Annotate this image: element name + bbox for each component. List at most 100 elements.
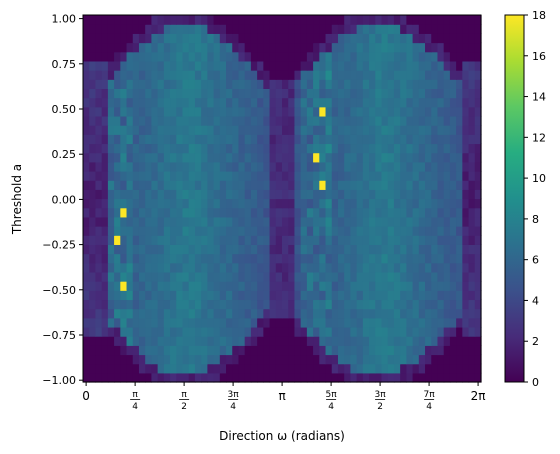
heatmap-cell bbox=[275, 189, 283, 200]
heatmap-cell bbox=[244, 262, 252, 273]
heatmap-cell bbox=[306, 354, 314, 365]
heatmap-cell bbox=[425, 271, 432, 282]
heatmap-cell bbox=[300, 336, 308, 346]
heatmap-cell bbox=[163, 42, 171, 53]
heatmap-cell bbox=[288, 326, 296, 337]
heatmap-cell bbox=[431, 97, 439, 108]
heatmap-cell bbox=[182, 33, 190, 44]
heatmap-cell bbox=[151, 180, 159, 190]
heatmap-cell bbox=[369, 51, 376, 62]
heatmap-cell bbox=[325, 372, 333, 383]
heatmap-cell bbox=[449, 326, 457, 337]
heatmap-cell bbox=[226, 33, 233, 44]
y-tick-label: 1.00 bbox=[52, 13, 77, 26]
heatmap-cell bbox=[263, 180, 271, 190]
heatmap-cell bbox=[126, 115, 134, 126]
heatmap-cell bbox=[425, 244, 432, 255]
heatmap-cell bbox=[101, 336, 109, 346]
heatmap-cell bbox=[356, 115, 364, 126]
heatmap-cell bbox=[474, 143, 482, 154]
heatmap-cell bbox=[294, 281, 302, 291]
heatmap-cell bbox=[406, 51, 414, 62]
heatmap-cell bbox=[182, 134, 190, 145]
heatmap-cell bbox=[232, 88, 240, 99]
heatmap-cell bbox=[269, 115, 277, 126]
heatmap-cell bbox=[257, 51, 264, 62]
heatmap-cell bbox=[107, 51, 115, 62]
heatmap-cell bbox=[120, 143, 128, 154]
heatmap-cell bbox=[462, 226, 470, 236]
heatmap-cell bbox=[151, 115, 159, 126]
heatmap-cell bbox=[300, 235, 308, 245]
y-tick-label: −0.50 bbox=[42, 284, 76, 297]
heatmap-cell bbox=[114, 198, 121, 209]
heatmap-cell bbox=[462, 42, 470, 53]
heatmap-cell bbox=[356, 326, 364, 337]
heatmap-cell bbox=[145, 226, 153, 236]
heatmap-cell bbox=[412, 290, 420, 301]
heatmap-cell bbox=[294, 143, 302, 154]
heatmap-cell bbox=[226, 308, 233, 319]
heatmap-cell bbox=[282, 354, 289, 365]
heatmap-cell bbox=[151, 363, 159, 374]
heatmap-cell bbox=[182, 299, 190, 310]
heatmap-cell bbox=[313, 372, 320, 383]
heatmap-cell bbox=[269, 363, 277, 374]
heatmap-cell bbox=[201, 97, 208, 108]
heatmap-cell bbox=[387, 134, 395, 145]
heatmap-cell bbox=[449, 24, 457, 34]
heatmap-cell bbox=[282, 170, 289, 181]
heatmap-cell bbox=[201, 24, 208, 34]
heatmap-cell bbox=[132, 79, 140, 89]
heatmap-cell bbox=[400, 281, 407, 291]
heatmap-cell bbox=[387, 170, 395, 181]
heatmap-cell bbox=[449, 372, 457, 383]
heatmap-cell bbox=[356, 180, 364, 190]
heatmap-cell bbox=[126, 79, 134, 89]
heatmap-cell bbox=[350, 180, 358, 190]
heatmap-cell bbox=[163, 134, 171, 145]
heatmap-cell bbox=[226, 326, 233, 337]
heatmap-cell bbox=[157, 97, 165, 108]
heatmap-cell bbox=[325, 125, 333, 135]
heatmap-cell bbox=[238, 33, 246, 44]
heatmap-cell bbox=[387, 372, 395, 383]
heatmap-cell bbox=[288, 60, 296, 71]
heatmap-cell bbox=[288, 336, 296, 346]
heatmap-cell bbox=[244, 170, 252, 181]
heatmap-cell bbox=[381, 88, 389, 99]
heatmap-cell bbox=[176, 262, 184, 273]
heatmap-cell bbox=[381, 189, 389, 200]
heatmap-cell bbox=[145, 281, 153, 291]
heatmap-cell bbox=[387, 42, 395, 53]
heatmap-cell bbox=[151, 60, 159, 71]
heatmap-cell bbox=[294, 125, 302, 135]
heatmap-cell bbox=[163, 281, 171, 291]
heatmap-cell bbox=[393, 226, 401, 236]
heatmap-cell bbox=[269, 51, 277, 62]
heatmap-cell bbox=[232, 79, 240, 89]
heatmap-cell bbox=[263, 244, 271, 255]
heatmap-cell bbox=[443, 363, 451, 374]
heatmap-cell bbox=[331, 262, 339, 273]
heatmap-cell bbox=[269, 189, 277, 200]
heatmap-cell bbox=[194, 97, 202, 108]
heatmap-cell bbox=[362, 235, 370, 245]
heatmap-cell bbox=[375, 33, 383, 44]
heatmap-cell bbox=[282, 226, 289, 236]
heatmap-cell bbox=[474, 281, 482, 291]
heatmap-cell bbox=[282, 372, 289, 383]
heatmap-cell bbox=[219, 143, 227, 154]
heatmap-cell bbox=[456, 70, 463, 80]
heatmap-cell bbox=[313, 290, 320, 301]
heatmap-cell bbox=[425, 88, 432, 99]
heatmap-cell bbox=[282, 143, 289, 154]
heatmap-cell bbox=[437, 189, 445, 200]
heatmap-cell bbox=[145, 115, 153, 126]
heatmap-cell bbox=[474, 42, 482, 53]
heatmap-cell bbox=[449, 115, 457, 126]
heatmap-cell bbox=[443, 317, 451, 328]
heatmap-cell bbox=[300, 189, 308, 200]
heatmap-cell bbox=[443, 244, 451, 255]
heatmap-cell bbox=[232, 106, 240, 117]
